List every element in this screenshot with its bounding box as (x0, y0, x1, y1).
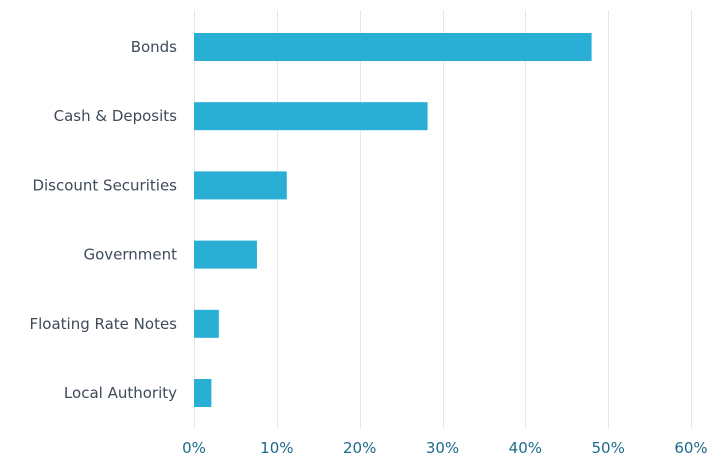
category-label: Local Authority (64, 384, 177, 402)
category-label: Government (83, 246, 177, 264)
x-tick-label: 60% (674, 439, 707, 457)
category-label: Floating Rate Notes (30, 315, 178, 333)
grid (194, 10, 692, 428)
bar (194, 240, 257, 269)
x-axis-tick-labels: 0% 10% 20% 30% 40% 50% 60% (182, 439, 708, 457)
x-tick-label: 30% (426, 439, 459, 457)
x-tick-label: 0% (182, 439, 206, 457)
bars (194, 33, 592, 407)
bar (194, 102, 428, 131)
category-label: Cash & Deposits (54, 107, 178, 125)
x-tick-label: 50% (591, 439, 624, 457)
bar (194, 379, 212, 407)
bar (194, 33, 592, 61)
bar (194, 309, 219, 338)
x-tick-label: 20% (343, 439, 376, 457)
x-tick-label: 40% (509, 439, 542, 457)
category-labels: Bonds Cash & Deposits Discount Securities G… (30, 38, 178, 402)
bar (194, 171, 287, 200)
x-tick-label: 10% (260, 439, 293, 457)
category-label: Discount Securities (32, 176, 177, 194)
category-label: Bonds (131, 38, 177, 56)
